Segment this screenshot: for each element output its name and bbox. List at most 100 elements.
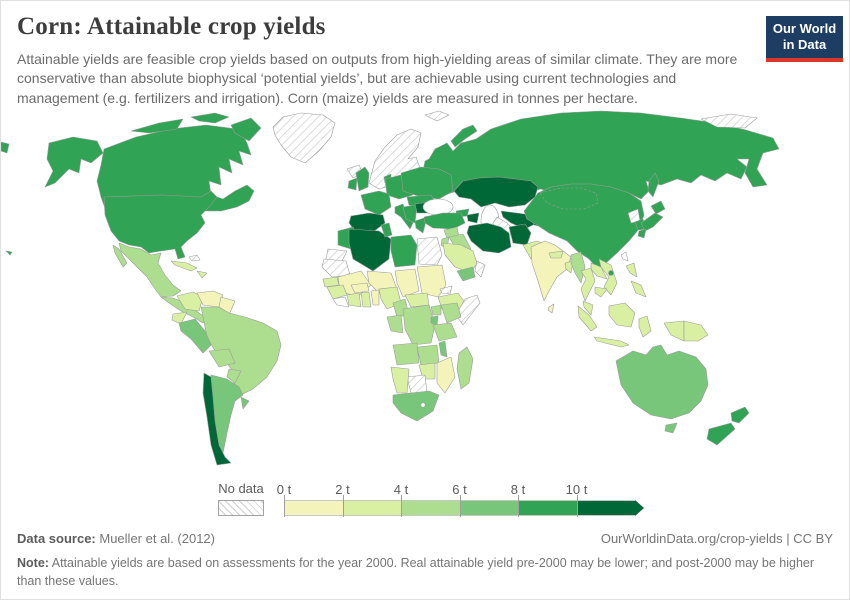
country-central-african-republic[interactable] xyxy=(404,292,430,308)
legend-segment-2-4[interactable] xyxy=(342,501,401,515)
country-south-africa[interactable] xyxy=(392,390,440,422)
country-congo-gabon[interactable] xyxy=(386,314,404,334)
country-svalbard[interactable] xyxy=(424,110,450,122)
country-mozambique[interactable] xyxy=(436,356,456,394)
country-united-kingdom[interactable] xyxy=(355,166,370,192)
canonical-link[interactable]: OurWorldinData.org/crop-yields | CC BY xyxy=(600,531,833,546)
country-uganda[interactable] xyxy=(430,304,442,316)
country-algeria[interactable] xyxy=(348,228,392,272)
country-madagascar[interactable] xyxy=(456,346,474,390)
country-united-states-alaska[interactable] xyxy=(44,136,104,188)
country-indonesia-papua[interactable] xyxy=(663,320,685,342)
country-indonesia-java[interactable] xyxy=(593,336,630,348)
legend-segment-0-2[interactable] xyxy=(284,501,343,515)
country-thailand[interactable] xyxy=(580,267,596,302)
country-senegal[interactable] xyxy=(322,276,340,288)
country-uruguay[interactable] xyxy=(240,396,250,410)
country-dr-congo[interactable] xyxy=(402,304,436,346)
country-cambodia[interactable] xyxy=(594,286,608,298)
country-japan-honshu[interactable] xyxy=(640,212,664,232)
country-sri-lanka[interactable] xyxy=(547,303,555,314)
country-greece[interactable] xyxy=(414,216,428,234)
country-malaysia[interactable] xyxy=(582,300,594,316)
legend-no-data-swatch[interactable] xyxy=(218,500,264,516)
country-bangladesh[interactable] xyxy=(564,260,574,274)
country-russia-novaya-zemlya[interactable] xyxy=(450,124,478,148)
country-paraguay[interactable] xyxy=(226,368,242,384)
country-canada-arctic-2[interactable] xyxy=(190,112,230,124)
country-russia-west-wrap[interactable] xyxy=(1,141,10,154)
country-japan-kyushu[interactable] xyxy=(637,228,647,239)
country-eritrea[interactable] xyxy=(439,285,453,295)
country-mauritania[interactable] xyxy=(321,258,351,278)
country-greenland[interactable] xyxy=(272,112,336,164)
country-zambia[interactable] xyxy=(416,344,440,366)
country-new-zealand-south[interactable] xyxy=(706,422,736,446)
country-peru[interactable] xyxy=(178,318,212,354)
country-ivory-coast[interactable] xyxy=(346,292,362,308)
country-burkina-faso[interactable] xyxy=(350,282,370,294)
country-philippines-luzon[interactable] xyxy=(625,262,638,278)
country-rwanda-burundi[interactable] xyxy=(430,315,439,326)
country-ghana[interactable] xyxy=(360,291,372,308)
country-canada-baffin[interactable] xyxy=(230,117,262,142)
country-france[interactable] xyxy=(360,190,392,216)
country-azerbaijan[interactable] xyxy=(466,212,480,224)
country-togo-benin[interactable] xyxy=(370,289,380,306)
country-canada-arctic-1[interactable] xyxy=(130,118,184,134)
country-somalia[interactable] xyxy=(455,294,481,326)
country-mongolia[interactable] xyxy=(539,187,599,210)
country-united-states[interactable] xyxy=(103,190,218,260)
country-egypt[interactable] xyxy=(416,236,443,266)
country-lesotho[interactable] xyxy=(420,402,426,408)
country-united-states-hawaii[interactable] xyxy=(5,250,13,256)
country-russia-sakhalin[interactable] xyxy=(647,172,660,198)
country-china-hainan[interactable] xyxy=(608,270,614,276)
legend-segment-8-10[interactable] xyxy=(518,501,577,515)
country-saudi-arabia[interactable] xyxy=(442,242,478,274)
country-nepal[interactable] xyxy=(548,250,564,259)
country-italy[interactable] xyxy=(394,203,414,230)
country-ireland[interactable] xyxy=(347,177,358,191)
legend-segment-4-6[interactable] xyxy=(401,501,460,515)
country-indonesia-borneo[interactable] xyxy=(608,302,636,328)
country-iran[interactable] xyxy=(466,222,512,254)
country-tunisia[interactable] xyxy=(380,222,393,238)
country-botswana[interactable] xyxy=(406,374,428,394)
legend-segment-10plus[interactable] xyxy=(576,501,635,515)
country-sierra-leone-liberia[interactable] xyxy=(332,296,350,308)
country-kazakhstan[interactable] xyxy=(453,176,539,208)
country-libya[interactable] xyxy=(390,234,418,268)
country-namibia[interactable] xyxy=(390,366,410,394)
country-bahamas[interactable] xyxy=(188,254,201,262)
country-indonesia-sumatra[interactable] xyxy=(577,305,598,332)
country-mexico[interactable] xyxy=(118,242,182,298)
country-chukotka[interactable] xyxy=(700,113,758,129)
country-chad[interactable] xyxy=(394,268,420,298)
country-hispaniola[interactable] xyxy=(196,270,208,279)
legend-segment-6-8[interactable] xyxy=(459,501,518,515)
country-philippines-mindanao[interactable] xyxy=(630,280,647,298)
country-angola[interactable] xyxy=(392,342,420,366)
country-spain[interactable] xyxy=(348,212,386,233)
country-kenya[interactable] xyxy=(440,302,462,324)
country-bolivia[interactable] xyxy=(208,348,236,368)
country-taiwan[interactable] xyxy=(620,251,629,262)
country-cuba[interactable] xyxy=(170,260,198,272)
country-new-zealand-north[interactable] xyxy=(730,406,750,424)
country-myanmar[interactable] xyxy=(570,251,586,284)
country-indonesia-sulawesi[interactable] xyxy=(638,315,652,338)
country-japan-hokkaido[interactable] xyxy=(650,200,666,215)
country-australia[interactable] xyxy=(615,344,709,420)
country-chile[interactable] xyxy=(202,372,232,466)
country-afghanistan[interactable] xyxy=(508,223,532,246)
country-mexico-baja[interactable] xyxy=(112,244,128,268)
country-turkey[interactable] xyxy=(423,212,466,230)
country-yemen[interactable] xyxy=(456,266,476,282)
country-australia-tasmania[interactable] xyxy=(664,422,678,434)
country-india[interactable] xyxy=(530,240,572,302)
country-eastern-europe[interactable] xyxy=(400,166,454,200)
country-colombia[interactable] xyxy=(176,291,204,312)
country-malawi[interactable] xyxy=(438,340,448,358)
country-papua-new-guinea[interactable] xyxy=(683,320,709,342)
